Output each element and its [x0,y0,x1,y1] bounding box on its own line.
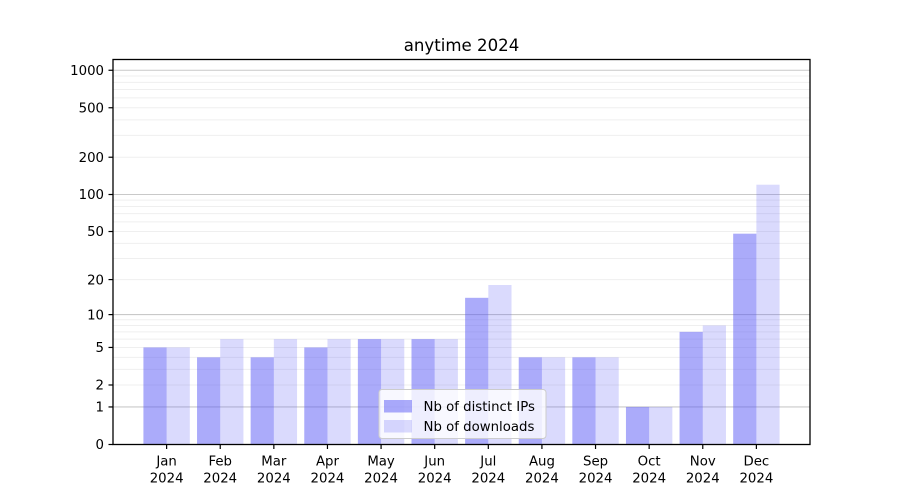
bar-nb-of-downloads-nov [703,325,726,444]
x-tick-label-year-mar: 2024 [257,472,291,487]
x-tick-label-jul: Jul [479,455,496,470]
x-tick-label-year-oct: 2024 [632,472,666,487]
chart-canvas: Nb of distinct IPs Nb of downloads 0 1 2 5 10 2… [0,0,900,500]
x-tick-label-year-may: 2024 [364,472,398,487]
x-tick-label-year-dec: 2024 [739,472,773,487]
bar-nb-of-distinct-ips-sep [572,357,595,444]
x-tick-label-year-feb: 2024 [203,472,237,487]
x-tick-label-dec: Dec [744,455,770,470]
legend-swatch-0 [384,400,412,413]
x-tick-label-feb: Feb [208,455,232,470]
x-tick-label-oct: Oct [638,455,661,470]
y-tick-label-50: 50 [87,225,104,240]
y-tick-label-10: 10 [87,308,104,323]
x-tick-label-year-nov: 2024 [686,472,720,487]
bar-nb-of-distinct-ips-dec [733,234,756,445]
x-tick-label-mar: Mar [261,455,287,470]
x-tick-label-jan: Jan [155,455,177,470]
bar-nb-of-distinct-ips-jan [143,347,166,444]
x-tick-label-year-jan: 2024 [150,472,184,487]
bar-nb-of-downloads-sep [596,357,619,444]
bar-nb-of-distinct-ips-oct [626,407,649,445]
y-tick-label-100: 100 [79,188,104,203]
y-tick-label-200: 200 [79,151,104,166]
y-tick-label-5: 5 [96,341,104,356]
x-tick-label-jun: Jun [423,455,445,470]
y-tick-label-1000: 1000 [70,64,104,79]
x-tick-label-aug: Aug [529,455,555,470]
x-tick-label-sep: Sep [583,455,608,470]
bar-nb-of-downloads-oct [649,407,672,445]
bar-nb-of-distinct-ips-apr [304,347,327,444]
x-tick-label-year-apr: 2024 [311,472,345,487]
x-tick-label-year-sep: 2024 [579,472,613,487]
y-tick-label-500: 500 [79,101,104,116]
y-tick-label-0: 0 [96,438,104,453]
chart-title: anytime 2024 [404,36,520,55]
x-tick-label-year-jul: 2024 [471,472,505,487]
bar-nb-of-distinct-ips-feb [197,357,220,444]
bar-nb-of-distinct-ips-mar [251,357,274,444]
x-tick-label-nov: Nov [690,455,716,470]
bar-nb-of-downloads-dec [756,185,779,445]
y-tick-label-2: 2 [96,379,104,394]
bar-nb-of-downloads-feb [220,339,243,444]
x-tick-label-may: May [367,455,395,470]
monthly-downloads-bar-chart: Nb of distinct IPs Nb of downloads 0 1 2 5 10 2… [0,0,900,500]
bar-nb-of-distinct-ips-nov [680,332,703,445]
legend-label-1: Nb of downloads [424,420,535,435]
legend-swatch-1 [384,420,412,433]
bar-nb-of-downloads-apr [327,339,350,444]
x-tick-label-apr: Apr [316,455,340,470]
y-tick-label-20: 20 [87,273,104,288]
x-tick-label-year-aug: 2024 [525,472,559,487]
bar-nb-of-downloads-mar [274,339,297,444]
bar-nb-of-distinct-ips-may [358,339,381,444]
legend-label-0: Nb of distinct IPs [424,400,536,415]
y-tick-label-1: 1 [96,401,104,416]
x-tick-label-year-jun: 2024 [418,472,452,487]
bar-nb-of-downloads-jan [167,347,190,444]
